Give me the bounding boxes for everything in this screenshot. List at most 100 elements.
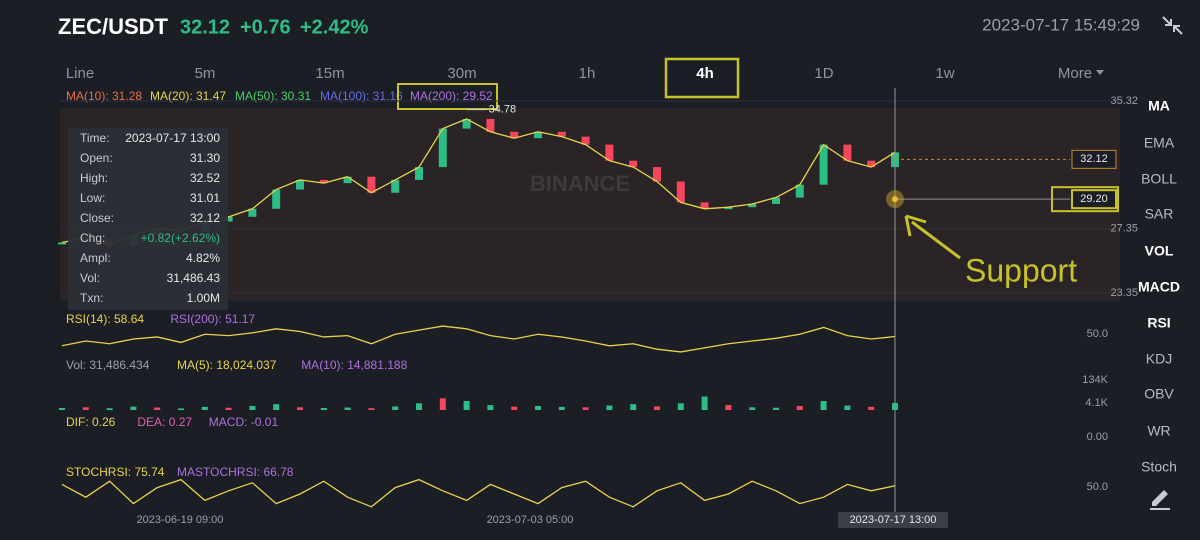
volume-bar xyxy=(463,401,470,410)
candle xyxy=(557,131,566,137)
candle xyxy=(795,184,804,198)
x-highlight xyxy=(838,512,948,528)
volume-bar xyxy=(297,407,303,410)
indicator-legend: Vol: 31,486.434 xyxy=(66,358,150,372)
timeframe-tab[interactable]: 30m xyxy=(447,65,476,82)
candle xyxy=(58,242,66,245)
side-menu-item[interactable]: KDJ xyxy=(1146,351,1172,367)
timeframe-tab[interactable]: Line xyxy=(66,65,94,82)
volume-bar xyxy=(558,406,565,410)
timeframe-tab[interactable]: 15m xyxy=(315,65,344,82)
volume-bar xyxy=(249,405,256,410)
side-menu-item[interactable]: BOLL xyxy=(1141,171,1177,187)
tooltip-label: Time: xyxy=(80,131,110,145)
volume-bar xyxy=(439,398,446,410)
volume-bar xyxy=(773,407,779,410)
candle xyxy=(819,144,828,185)
indicator-level: 50.0 xyxy=(1087,328,1108,340)
ma200-box xyxy=(397,83,498,110)
volume-bar xyxy=(487,405,494,410)
tooltip-value: 4.82% xyxy=(186,251,220,265)
side-menu-item[interactable]: EMA xyxy=(1144,135,1175,151)
volume-bar xyxy=(106,408,113,410)
tooltip-label: Ampl: xyxy=(80,251,111,265)
ma-legend: MA(200): 29.52 xyxy=(410,89,493,103)
side-menu-item[interactable]: VOL xyxy=(1145,243,1174,259)
volume-bar xyxy=(154,407,161,410)
tooltip-value: 2023-07-17 13:00 xyxy=(125,131,220,145)
price: 32.12 xyxy=(180,16,230,38)
timeframe-tab[interactable]: 4h xyxy=(696,65,714,82)
ma-legend: MA(20): 31.47 xyxy=(150,89,226,103)
indicator-level: 134K xyxy=(1082,374,1108,386)
volume-bar xyxy=(892,402,898,410)
candle xyxy=(700,202,709,209)
volume-bar xyxy=(368,408,375,410)
candle xyxy=(391,179,400,193)
annotation: Support xyxy=(965,252,1077,288)
side-menu-item[interactable]: OBV xyxy=(1144,386,1174,402)
tooltip-value: 31,486.43 xyxy=(167,271,221,285)
timestamp: 2023-07-17 15:49:29 xyxy=(982,15,1140,34)
price-tag-box xyxy=(1071,189,1117,210)
candle xyxy=(843,144,852,161)
volume-bar xyxy=(59,407,65,410)
candle xyxy=(605,144,614,161)
side-menu-item[interactable]: WR xyxy=(1147,423,1170,439)
timeframe-tab[interactable]: 5m xyxy=(195,65,216,82)
volume-bar xyxy=(725,405,732,410)
timeframe-tab[interactable]: 1h xyxy=(579,65,596,82)
volume-bar xyxy=(868,406,875,410)
side-menu-item[interactable]: RSI xyxy=(1147,315,1170,331)
candle xyxy=(272,189,281,209)
timeframe-tab[interactable]: 1D xyxy=(814,65,833,82)
candle xyxy=(772,197,780,204)
volume-bar xyxy=(749,407,756,410)
collapse-icon[interactable] xyxy=(1162,16,1183,35)
high-label: 34.78 xyxy=(489,104,517,116)
indicator-legend: DEA: 0.27 xyxy=(137,415,192,429)
volume-bar xyxy=(796,405,803,410)
candle xyxy=(319,179,328,184)
price-tag-box xyxy=(1071,149,1117,169)
candle xyxy=(438,128,447,168)
volume-bar xyxy=(416,403,422,410)
volume-bar xyxy=(606,405,613,410)
side-menu-item[interactable]: MA xyxy=(1148,98,1170,114)
x-tick-label: 2023-06-19 09:00 xyxy=(137,514,224,526)
indicator-legend: RSI(14): 58.64 xyxy=(66,312,144,326)
tooltip-label: High: xyxy=(80,171,108,185)
indicator-legend: MA(10): 14,881.188 xyxy=(301,358,407,372)
volume-bar xyxy=(511,406,518,410)
candle xyxy=(486,118,495,132)
edit-icon[interactable] xyxy=(1150,490,1170,510)
tooltip-label: Low: xyxy=(80,191,105,205)
price-tick: 27.35 xyxy=(1110,223,1138,235)
candle xyxy=(676,181,685,203)
volume-bar xyxy=(225,407,232,410)
timeframe-tab[interactable]: More xyxy=(1058,65,1092,82)
volume-bar xyxy=(201,406,208,410)
side-menu-item[interactable]: SAR xyxy=(1145,206,1174,222)
timeframe-tab[interactable]: 1w xyxy=(935,65,954,82)
side-menu-item[interactable]: MACD xyxy=(1138,279,1180,295)
indicator-legend: MASTOCHRSI: 66.78 xyxy=(177,465,294,479)
volume-bar xyxy=(130,406,137,410)
candle xyxy=(629,160,638,168)
tooltip-label: Open: xyxy=(80,151,113,165)
tooltip-value: 31.01 xyxy=(190,191,220,205)
tooltip-box xyxy=(68,128,228,310)
indicator-level: 0.00 xyxy=(1087,431,1108,443)
more-arrow xyxy=(1096,70,1104,75)
side-menu-item[interactable]: Stoch xyxy=(1141,459,1177,475)
indicator-legend: RSI(200): 51.17 xyxy=(170,312,255,326)
volume-bar xyxy=(178,408,184,410)
volume-bar xyxy=(677,403,684,410)
candle xyxy=(653,167,661,182)
price-panel xyxy=(60,108,1120,301)
candle xyxy=(248,208,257,217)
candle xyxy=(343,176,352,184)
indicator-legend: DIF: 0.26 xyxy=(66,415,116,429)
change-pct: +2.42% xyxy=(300,16,369,38)
